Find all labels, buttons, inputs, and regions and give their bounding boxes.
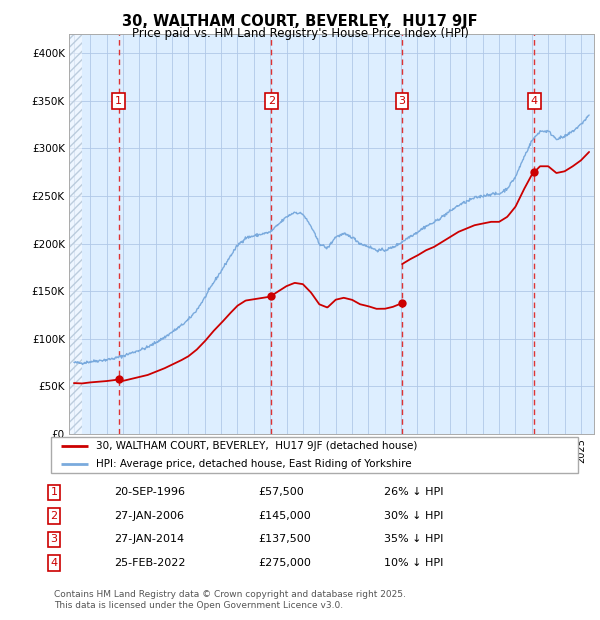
Text: 4: 4 xyxy=(50,558,58,568)
Text: 30, WALTHAM COURT, BEVERLEY,  HU17 9JF: 30, WALTHAM COURT, BEVERLEY, HU17 9JF xyxy=(122,14,478,29)
Bar xyxy=(69,34,82,434)
Text: 4: 4 xyxy=(531,95,538,106)
Text: 2: 2 xyxy=(50,511,58,521)
Text: 30, WALTHAM COURT, BEVERLEY,  HU17 9JF (detached house): 30, WALTHAM COURT, BEVERLEY, HU17 9JF (d… xyxy=(96,441,418,451)
Text: 1: 1 xyxy=(115,95,122,106)
Text: Price paid vs. HM Land Registry's House Price Index (HPI): Price paid vs. HM Land Registry's House … xyxy=(131,27,469,40)
Text: 30% ↓ HPI: 30% ↓ HPI xyxy=(384,511,443,521)
Text: 35% ↓ HPI: 35% ↓ HPI xyxy=(384,534,443,544)
Text: £137,500: £137,500 xyxy=(258,534,311,544)
Text: 3: 3 xyxy=(398,95,406,106)
Bar xyxy=(69,34,82,434)
Text: 2: 2 xyxy=(268,95,275,106)
Text: £145,000: £145,000 xyxy=(258,511,311,521)
Text: HPI: Average price, detached house, East Riding of Yorkshire: HPI: Average price, detached house, East… xyxy=(96,459,412,469)
Text: £57,500: £57,500 xyxy=(258,487,304,497)
Text: 10% ↓ HPI: 10% ↓ HPI xyxy=(384,558,443,568)
Text: 26% ↓ HPI: 26% ↓ HPI xyxy=(384,487,443,497)
Text: 27-JAN-2006: 27-JAN-2006 xyxy=(114,511,184,521)
Text: 3: 3 xyxy=(50,534,58,544)
Text: 25-FEB-2022: 25-FEB-2022 xyxy=(114,558,185,568)
Text: Contains HM Land Registry data © Crown copyright and database right 2025.
This d: Contains HM Land Registry data © Crown c… xyxy=(54,590,406,609)
Text: 1: 1 xyxy=(50,487,58,497)
Text: 20-SEP-1996: 20-SEP-1996 xyxy=(114,487,185,497)
Text: 27-JAN-2014: 27-JAN-2014 xyxy=(114,534,184,544)
FancyBboxPatch shape xyxy=(50,437,578,473)
Text: £275,000: £275,000 xyxy=(258,558,311,568)
